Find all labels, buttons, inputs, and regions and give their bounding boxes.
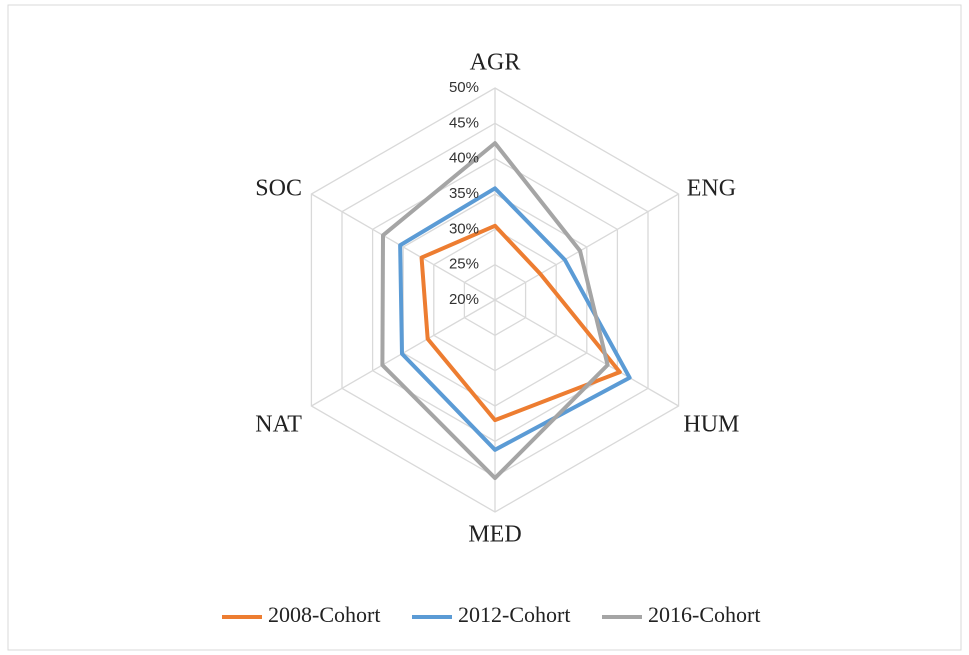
legend-label: 2016-Cohort	[648, 602, 760, 627]
category-label: AGR	[470, 50, 521, 76]
spoke	[494, 193, 679, 301]
category-label: MED	[468, 522, 521, 548]
category-label: SOC	[255, 176, 302, 202]
series-line	[398, 186, 632, 452]
category-label: ENG	[687, 176, 736, 202]
tick-label: 45%	[449, 114, 479, 131]
tick-label: 20%	[449, 291, 479, 308]
spoke	[494, 299, 679, 407]
series-line	[380, 141, 610, 481]
tick-label: 50%	[449, 79, 479, 96]
spoke	[311, 193, 496, 301]
tick-label: 40%	[449, 150, 479, 167]
legend-label: 2008-Cohort	[268, 602, 380, 627]
chart-frame	[7, 4, 962, 651]
tick-label: 25%	[449, 256, 479, 273]
tick-label: 30%	[449, 220, 479, 237]
legend-label: 2012-Cohort	[458, 602, 570, 627]
series-line	[419, 223, 622, 423]
category-label: NAT	[255, 412, 302, 438]
tick-label: 35%	[449, 185, 479, 202]
category-label: HUM	[683, 412, 739, 438]
